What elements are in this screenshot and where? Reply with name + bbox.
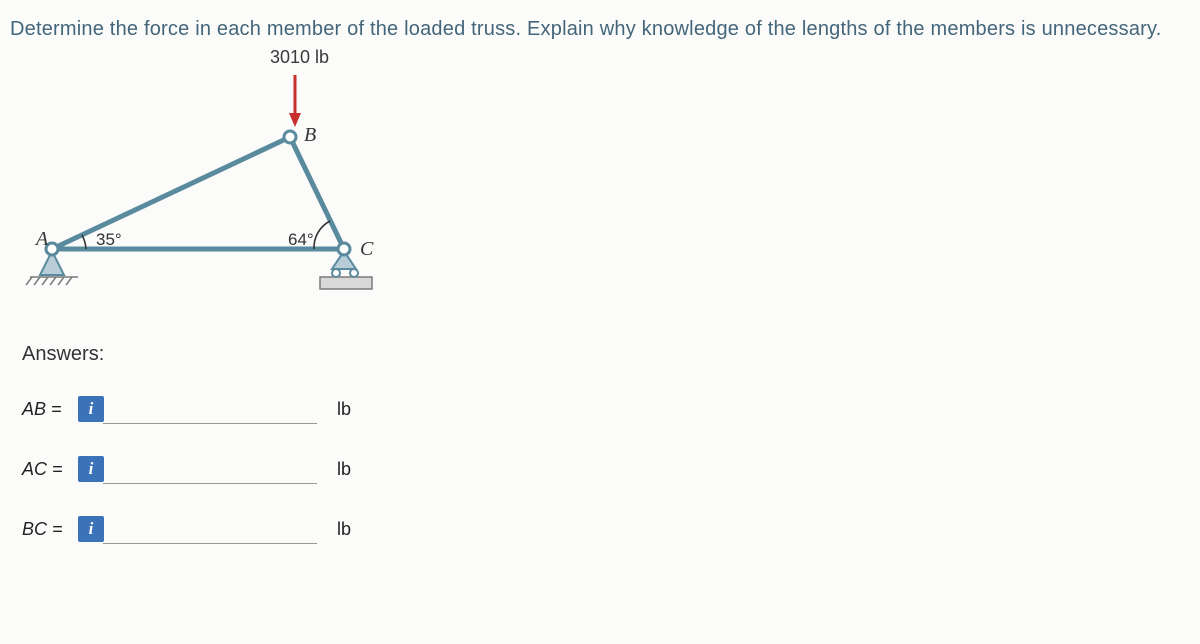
answer-row-ab: AB = i lb (22, 394, 1200, 424)
joint-b (284, 131, 296, 143)
answer-input-ab[interactable] (103, 394, 317, 424)
answer-label-ac: AC = (22, 459, 78, 480)
truss-svg: A B C 35° 64° (10, 45, 410, 315)
answer-label-bc: BC = (22, 519, 78, 540)
label-a: A (34, 228, 49, 250)
angle-c-arc (314, 221, 330, 249)
truss-diagram: 3010 lb (10, 45, 410, 315)
answer-row-ac: AC = i lb (22, 454, 1200, 484)
label-b: B (304, 124, 316, 146)
info-icon[interactable]: i (78, 456, 104, 482)
answer-row-bc: BC = i lb (22, 514, 1200, 544)
angle-c-label: 64° (288, 230, 314, 249)
answers-block: Answers: AB = i lb AC = i lb BC = i lb (22, 343, 1200, 544)
member-ab (52, 137, 290, 249)
unit-ac: lb (337, 459, 351, 480)
info-icon[interactable]: i (78, 516, 104, 542)
ground-c (320, 277, 372, 289)
question-text: Determine the force in each member of th… (0, 0, 1200, 41)
unit-bc: lb (337, 519, 351, 540)
label-c: C (360, 238, 374, 260)
answers-heading: Answers: (22, 343, 1200, 366)
answer-input-ac[interactable] (103, 454, 317, 484)
answer-label-ab: AB = (22, 399, 78, 420)
answer-input-bc[interactable] (103, 514, 317, 544)
unit-ab: lb (337, 399, 351, 420)
angle-a-label: 35° (96, 230, 122, 249)
info-icon[interactable]: i (78, 396, 104, 422)
joint-c (338, 243, 350, 255)
